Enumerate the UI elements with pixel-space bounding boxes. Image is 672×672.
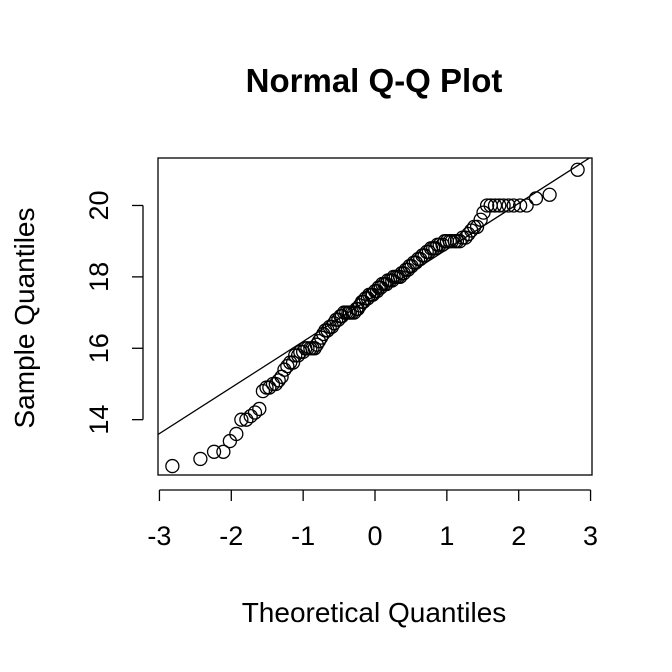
x-tick-label: -3: [147, 521, 171, 551]
data-point: [519, 198, 534, 213]
x-tick-label: -2: [219, 521, 243, 551]
x-tick-label: 0: [367, 521, 382, 551]
x-axis-title: Theoretical Quantiles: [242, 597, 507, 628]
data-point: [206, 444, 222, 459]
plot-frame: [157, 157, 593, 476]
data-point: [350, 301, 365, 317]
qq-reference-line: [158, 158, 591, 436]
data-point: [165, 458, 180, 474]
data-point: [268, 376, 283, 392]
data-point: [570, 162, 585, 177]
x-tick-label: -1: [291, 521, 315, 551]
data-point: [290, 348, 306, 363]
data-point: [365, 287, 380, 302]
data-point: [428, 241, 443, 256]
data-point: [542, 187, 557, 202]
data-point: [247, 405, 263, 420]
points-layer: [165, 162, 585, 474]
x-tick-label: 2: [511, 521, 526, 551]
data-point: [469, 219, 485, 235]
data-point: [309, 337, 324, 352]
data-point: [501, 198, 516, 213]
y-axis: 14 16 18 20: [84, 190, 144, 435]
data-point: [487, 198, 503, 213]
chart-title: Normal Q-Q Plot: [246, 62, 503, 99]
x-tick-label: 3: [583, 521, 598, 551]
y-tick-label: 16: [84, 333, 114, 363]
data-point: [347, 305, 362, 320]
data-point: [479, 198, 495, 213]
data-point: [252, 401, 267, 417]
data-point: [216, 444, 231, 459]
data-point: [473, 212, 488, 227]
data-point: [307, 341, 322, 356]
data-point: [285, 355, 301, 370]
data-point: [356, 294, 371, 310]
data-point: [243, 408, 258, 424]
data-point: [512, 198, 528, 213]
data-point: [311, 333, 327, 349]
data-point: [331, 312, 346, 327]
data-point: [239, 412, 254, 427]
y-tick-label: 18: [84, 262, 114, 292]
data-point: [352, 298, 368, 313]
data-point: [496, 198, 511, 213]
data-point: [528, 191, 544, 206]
y-tick-label: 20: [84, 190, 114, 220]
data-point: [476, 205, 491, 220]
data-point: [277, 362, 292, 377]
y-tick-label: 14: [84, 405, 114, 435]
x-axis: -3 -2 -1 0 1 2 3: [147, 489, 598, 551]
data-point: [458, 230, 473, 245]
data-point: [229, 426, 244, 442]
x-tick-label: 1: [439, 521, 454, 551]
data-point: [396, 266, 411, 281]
data-point: [492, 198, 507, 213]
reference-line-layer: [158, 158, 591, 436]
data-point: [193, 451, 208, 467]
data-point: [461, 226, 476, 242]
data-point: [234, 412, 249, 427]
y-axis-title: Sample Quantiles: [9, 207, 40, 428]
